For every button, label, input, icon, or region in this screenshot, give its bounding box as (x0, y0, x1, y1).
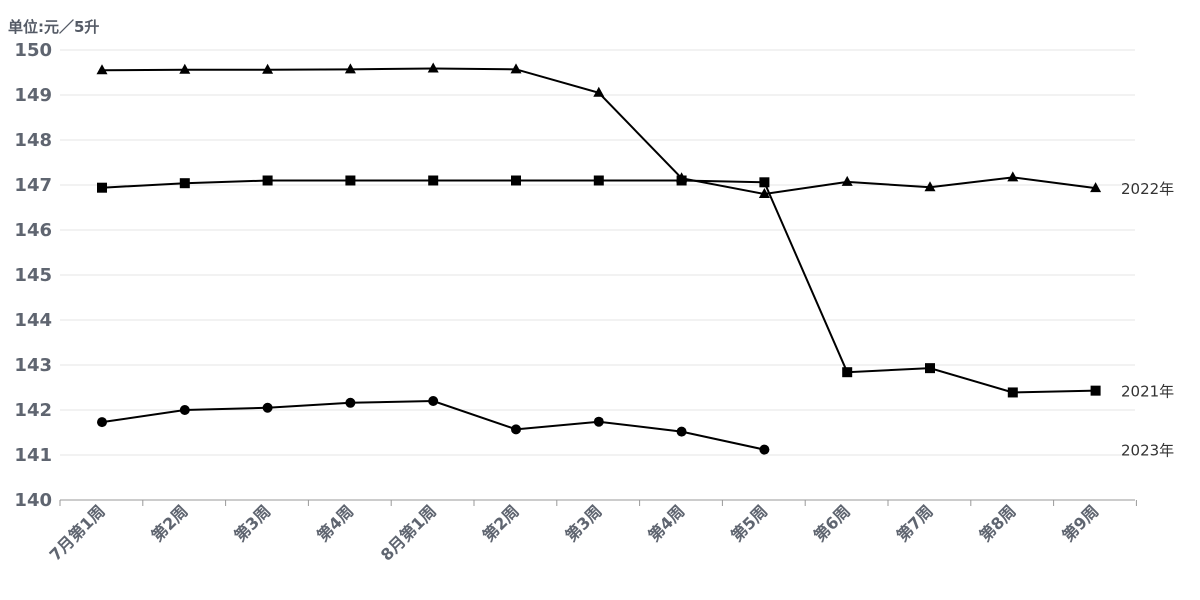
square-marker (345, 175, 356, 186)
x-tick-label: 第2周 (148, 501, 192, 545)
triangle-marker (924, 181, 936, 192)
x-tick-label: 第6周 (810, 501, 854, 545)
square-marker (97, 182, 107, 193)
series-label: 2022年 (1121, 180, 1174, 198)
circle-marker (511, 424, 521, 435)
x-tick-label: 第8周 (976, 501, 1020, 545)
triangle-marker (427, 62, 439, 73)
gridlines (60, 49, 1135, 456)
y-tick-label: 144 (14, 310, 52, 331)
y-tick-label: 143 (14, 355, 52, 376)
x-tick-label: 第2周 (479, 501, 523, 545)
circle-marker (428, 396, 439, 406)
triangle-marker (262, 63, 274, 74)
square-marker (593, 175, 604, 186)
triangle-marker (344, 63, 356, 74)
series-label: 2023年 (1121, 442, 1174, 460)
circle-marker (179, 405, 190, 415)
square-marker (676, 175, 687, 186)
y-tick-label: 150 (14, 40, 52, 61)
y-tick-label: 142 (14, 400, 52, 421)
y-tick-label: 147 (14, 175, 52, 196)
series-line (101, 399, 765, 451)
series-2023年 (97, 396, 770, 455)
square-marker (179, 178, 190, 189)
square-marker (842, 367, 853, 378)
square-marker (262, 175, 273, 186)
y-tick-label: 141 (14, 445, 52, 466)
triangle-marker (841, 175, 853, 186)
series-2021年 (97, 175, 1101, 398)
y-tick-label: 145 (14, 265, 52, 286)
series-labels: 2022年 2021年 2023年 (1121, 180, 1174, 459)
x-tick-label: 7月第1周 (46, 501, 109, 564)
triangle-marker (510, 63, 522, 74)
y-tick-label: 149 (14, 85, 52, 106)
unit-label: 单位:元／5升 (8, 18, 99, 36)
x-tick-label: 第9周 (1058, 501, 1102, 545)
x-tick-label: 第4周 (644, 501, 688, 545)
circle-marker (593, 416, 604, 427)
x-tick-label: 第4周 (313, 501, 357, 545)
circle-marker (676, 426, 687, 437)
y-tick-label: 146 (14, 220, 52, 241)
x-tick-label: 第3周 (230, 501, 274, 545)
triangle-marker (1007, 171, 1019, 182)
x-tick-label: 第7周 (893, 501, 937, 545)
y-tick-label: 140 (14, 490, 52, 511)
triangle-marker (758, 188, 770, 198)
series-2022年 (96, 62, 1102, 198)
triangle-marker (593, 86, 605, 97)
square-marker (925, 363, 935, 374)
x-tick-label: 第5周 (727, 501, 771, 545)
x-tick-label: 第3周 (562, 501, 606, 545)
circle-marker (97, 417, 107, 428)
square-marker (759, 177, 770, 188)
triangle-marker (179, 63, 191, 74)
triangle-marker (1090, 182, 1102, 193)
series-label: 2021年 (1121, 383, 1174, 401)
y-tick-label: 148 (14, 130, 52, 151)
circle-marker (759, 444, 770, 455)
square-marker (428, 175, 439, 186)
series-line (101, 179, 1096, 394)
square-marker (1090, 385, 1101, 396)
circle-marker (262, 402, 273, 413)
x-tick-label: 8月第1周 (377, 501, 440, 564)
circle-marker (345, 397, 356, 408)
triangle-marker (96, 64, 108, 75)
square-marker (511, 175, 521, 186)
square-marker (1007, 387, 1018, 398)
series-layer (96, 62, 1102, 455)
